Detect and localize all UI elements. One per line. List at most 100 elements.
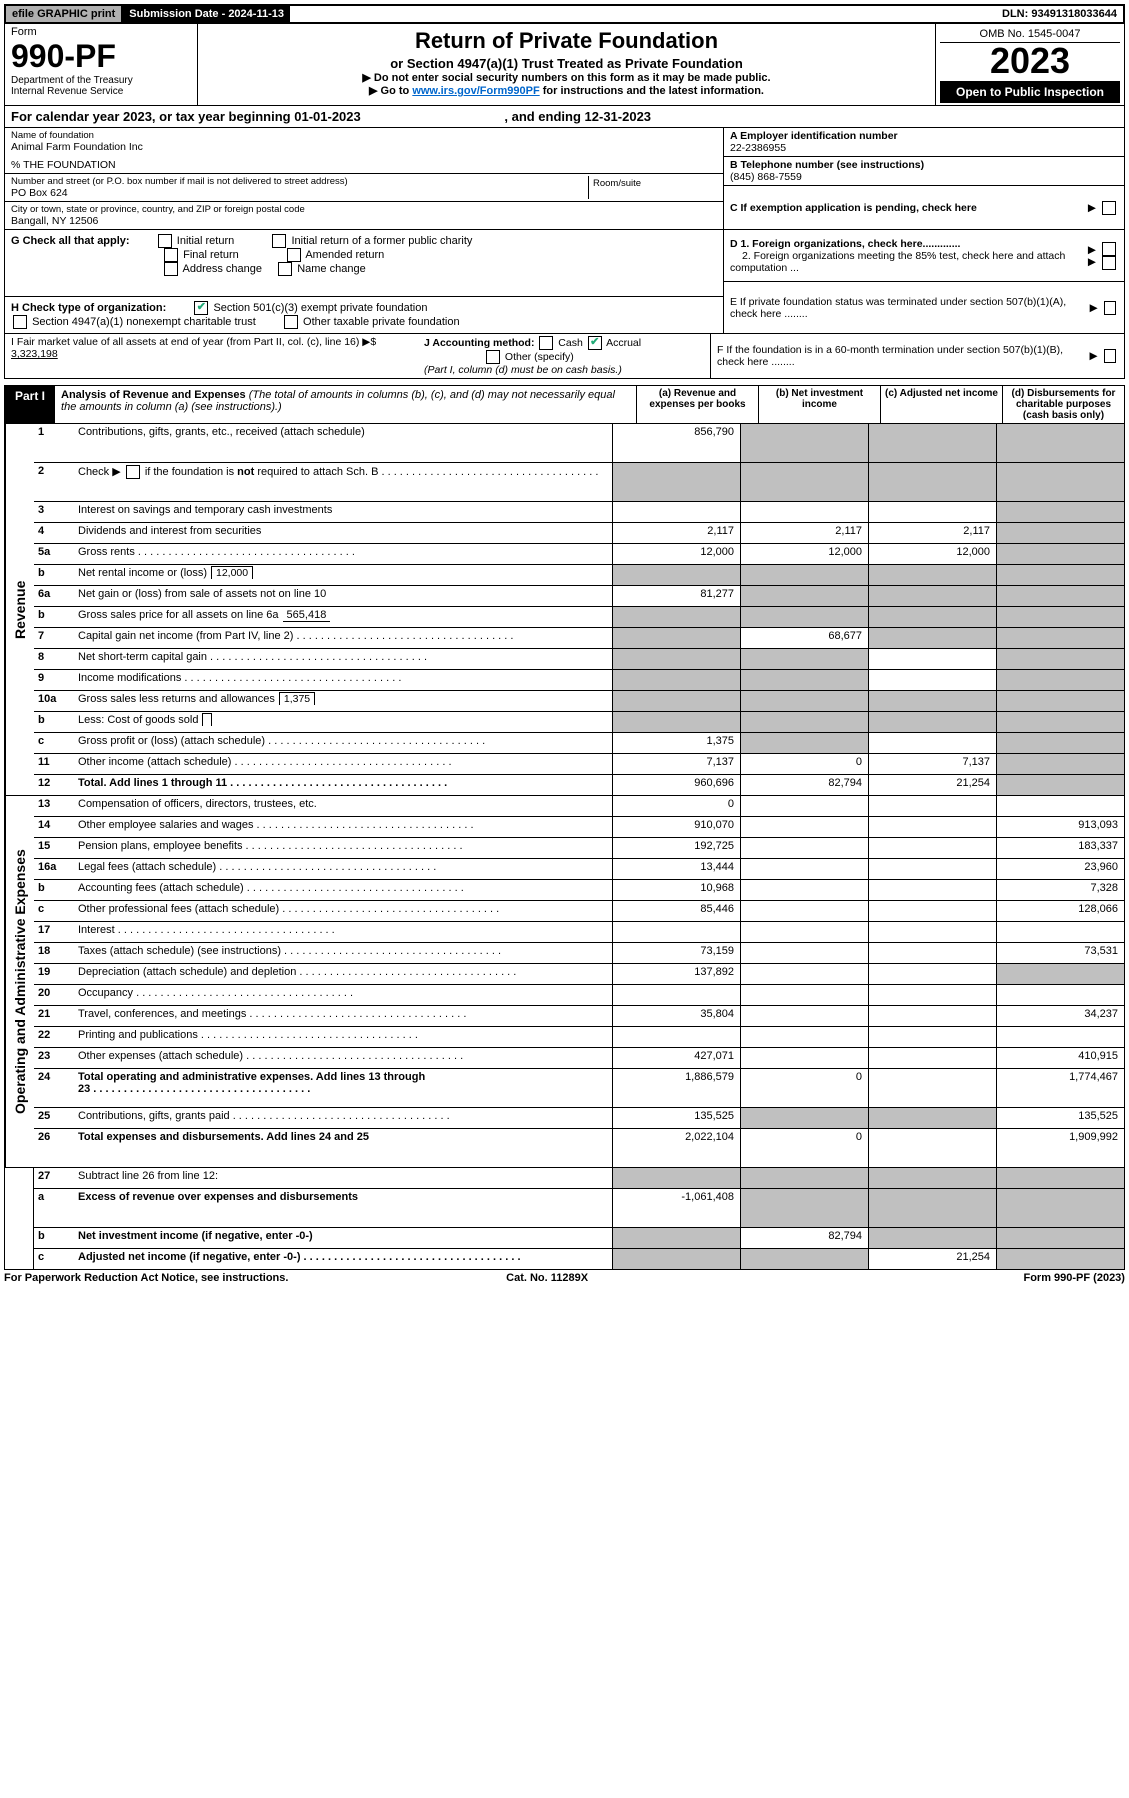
efile-button[interactable]: efile GRAPHIC print xyxy=(6,6,123,22)
row-22-desc: Printing and publications xyxy=(74,1027,612,1047)
row-10a-desc: Gross sales less returns and allowances1… xyxy=(74,691,612,711)
irs-link[interactable]: www.irs.gov/Form990PF xyxy=(412,85,539,97)
revenue-section: Revenue 1Contributions, gifts, grants, e… xyxy=(4,424,1125,796)
row-10c-desc: Gross profit or (loss) (attach schedule) xyxy=(74,733,612,753)
e-checkbox[interactable] xyxy=(1104,301,1116,315)
check-section: G Check all that apply: Initial return I… xyxy=(4,230,1125,334)
h-501c3-cb[interactable] xyxy=(194,301,208,315)
name-label: Name of foundation xyxy=(11,130,717,141)
row-5b-desc: Net rental income or (loss)12,000 xyxy=(74,565,612,585)
j-label: J Accounting method: xyxy=(424,337,534,349)
g-final-cb[interactable] xyxy=(164,248,178,262)
row-26-desc: Total expenses and disbursements. Add li… xyxy=(74,1129,612,1167)
room-label: Room/suite xyxy=(589,176,717,199)
f-label: F If the foundation is in a 60-month ter… xyxy=(717,344,1089,368)
arrow-icon: ▶ xyxy=(1088,202,1100,214)
c-label: C If exemption application is pending, c… xyxy=(730,202,977,214)
row-27a-desc: Excess of revenue over expenses and disb… xyxy=(74,1189,612,1227)
form-number: 990-PF xyxy=(11,38,191,75)
row-18-desc: Taxes (attach schedule) (see instruction… xyxy=(74,943,612,963)
col-d-head: (d) Disbursements for charitable purpose… xyxy=(1002,386,1124,423)
entity-info: Name of foundation Animal Farm Foundatio… xyxy=(4,128,1125,230)
dept: Department of the Treasury xyxy=(11,75,191,86)
row-10b-desc: Less: Cost of goods sold xyxy=(74,712,612,732)
row-11-desc: Other income (attach schedule) xyxy=(74,754,612,774)
j-accrual-cb[interactable] xyxy=(588,336,602,350)
row-15-desc: Pension plans, employee benefits xyxy=(74,838,612,858)
i-value: 3,323,198 xyxy=(11,348,58,360)
row-12-desc: Total. Add lines 1 through 11 xyxy=(74,775,612,795)
row-8-desc: Net short-term capital gain xyxy=(74,649,612,669)
d2-checkbox[interactable] xyxy=(1102,256,1116,270)
j-cash-cb[interactable] xyxy=(539,336,553,350)
top-bar: efile GRAPHIC print Submission Date - 20… xyxy=(4,4,1125,24)
form-header: Form 990-PF Department of the Treasury I… xyxy=(4,24,1125,106)
row-1-desc: Contributions, gifts, grants, etc., rece… xyxy=(74,424,612,462)
row-3-desc: Interest on savings and temporary cash i… xyxy=(74,502,612,522)
footer-left: For Paperwork Reduction Act Notice, see … xyxy=(4,1272,288,1284)
c-checkbox[interactable] xyxy=(1102,201,1116,215)
row-16c-desc: Other professional fees (attach schedule… xyxy=(74,901,612,921)
h-4947-cb[interactable] xyxy=(13,315,27,329)
address: PO Box 624 xyxy=(11,187,588,199)
col-c-head: (c) Adjusted net income xyxy=(880,386,1002,423)
arrow-icon: ▶ xyxy=(1089,350,1101,362)
arrow-icon: ▶▶ xyxy=(1088,244,1100,268)
dln: DLN: 93491318033644 xyxy=(996,6,1123,22)
ein-label: A Employer identification number xyxy=(730,130,1118,142)
f-checkbox[interactable] xyxy=(1104,349,1116,363)
row-9-desc: Income modifications xyxy=(74,670,612,690)
part1-title: Analysis of Revenue and Expenses xyxy=(61,389,246,401)
h-label: H Check type of organization: xyxy=(11,302,166,314)
row-16a-desc: Legal fees (attach schedule) xyxy=(74,859,612,879)
i-label: I Fair market value of all assets at end… xyxy=(11,336,376,348)
note-ssn: ▶ Do not enter social security numbers o… xyxy=(204,71,929,84)
d1-checkbox[interactable] xyxy=(1102,242,1116,256)
col-a-head: (a) Revenue and expenses per books xyxy=(636,386,758,423)
form-subtitle: or Section 4947(a)(1) Trust Treated as P… xyxy=(204,56,929,71)
addr-label: Number and street (or P.O. box number if… xyxy=(11,176,588,187)
row-20-desc: Occupancy xyxy=(74,985,612,1005)
row-7-desc: Capital gain net income (from Part IV, l… xyxy=(74,628,612,648)
arrow-icon: ▶ xyxy=(1090,302,1102,314)
row-5a-desc: Gross rents xyxy=(74,544,612,564)
city-state-zip: Bangall, NY 12506 xyxy=(11,215,717,227)
row-2-desc: Check ▶ if the foundation is not require… xyxy=(74,463,612,501)
expenses-section: Operating and Administrative Expenses 13… xyxy=(4,796,1125,1168)
e-label: E If private foundation status was termi… xyxy=(730,296,1090,320)
row-4-desc: Dividends and interest from securities xyxy=(74,523,612,543)
row-27b-desc: Net investment income (if negative, ente… xyxy=(74,1228,612,1248)
row-21-desc: Travel, conferences, and meetings xyxy=(74,1006,612,1026)
g-initial-cb[interactable] xyxy=(158,234,172,248)
note-link-line: ▶ Go to www.irs.gov/Form990PF for instru… xyxy=(204,84,929,97)
g-amended-cb[interactable] xyxy=(287,248,301,262)
ein-value: 22-2386955 xyxy=(730,142,1118,154)
h-other-cb[interactable] xyxy=(284,315,298,329)
ij-section: I Fair market value of all assets at end… xyxy=(4,334,1125,379)
g-address-cb[interactable] xyxy=(164,262,178,276)
irs: Internal Revenue Service xyxy=(11,86,191,97)
foundation-name: Animal Farm Foundation Inc xyxy=(11,141,717,153)
expenses-label: Operating and Administrative Expenses xyxy=(5,796,34,1167)
g-name-cb[interactable] xyxy=(278,262,292,276)
row-13-desc: Compensation of officers, directors, tru… xyxy=(74,796,612,816)
row-17-desc: Interest xyxy=(74,922,612,942)
row-27-desc: Subtract line 26 from line 12: xyxy=(74,1168,612,1188)
footer-right: Form 990-PF (2023) xyxy=(1023,1272,1124,1284)
g-initial-former-cb[interactable] xyxy=(272,234,286,248)
sch-b-checkbox[interactable] xyxy=(126,465,140,479)
line27-section: 27Subtract line 26 from line 12: aExcess… xyxy=(4,1168,1125,1270)
calendar-year-line: For calendar year 2023, or tax year begi… xyxy=(4,106,1125,128)
d1-label: D 1. Foreign organizations, check here..… xyxy=(730,238,1088,274)
row-27c-desc: Adjusted net income (if negative, enter … xyxy=(74,1249,612,1269)
j-other-cb[interactable] xyxy=(486,350,500,364)
part1-header: Part I Analysis of Revenue and Expenses … xyxy=(4,385,1125,424)
revenue-label: Revenue xyxy=(5,424,34,795)
row-16b-desc: Accounting fees (attach schedule) xyxy=(74,880,612,900)
col-b-head: (b) Net investment income xyxy=(758,386,880,423)
j-note: (Part I, column (d) must be on cash basi… xyxy=(424,364,622,376)
phone-value: (845) 868-7559 xyxy=(730,171,1118,183)
row-6b-desc: Gross sales price for all assets on line… xyxy=(74,607,612,627)
open-inspection-badge: Open to Public Inspection xyxy=(940,81,1120,103)
page-footer: For Paperwork Reduction Act Notice, see … xyxy=(4,1270,1125,1286)
